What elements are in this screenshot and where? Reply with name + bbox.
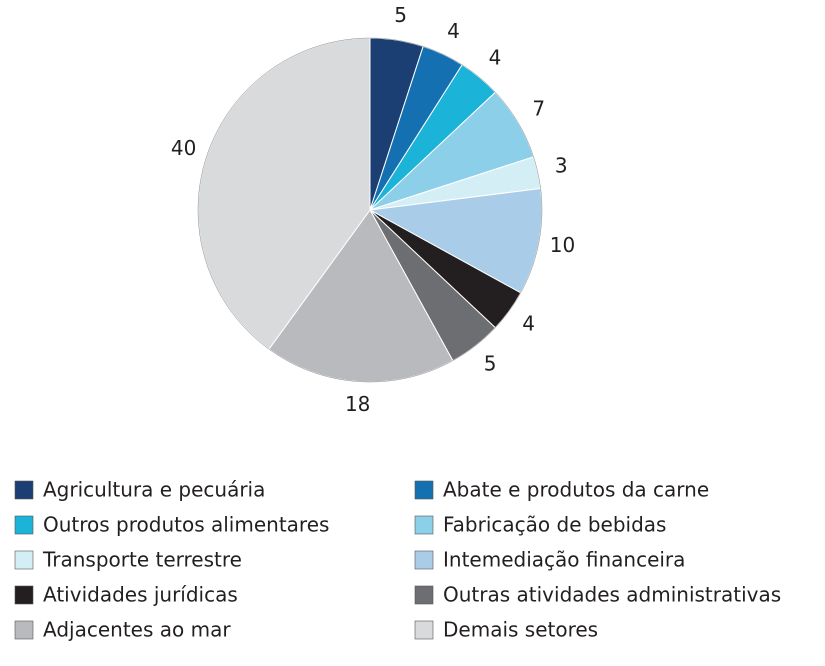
data-label: 3	[555, 154, 568, 178]
legend-swatch	[14, 620, 34, 640]
legend-swatch	[14, 585, 34, 605]
data-label: 18	[345, 392, 370, 416]
legend-label: Fabricação de bebidas	[443, 513, 666, 537]
data-label: 10	[550, 233, 575, 257]
legend-label: Intemediação financeira	[443, 548, 685, 572]
legend-swatch	[14, 515, 34, 535]
legend-label: Outros produtos alimentares	[43, 513, 329, 537]
legend-label: Outras atividades administrativas	[443, 583, 781, 607]
legend-swatch	[414, 620, 434, 640]
data-label: 4	[447, 19, 460, 43]
legend-swatch	[14, 550, 34, 570]
data-label: 5	[484, 351, 497, 375]
data-label: 4	[489, 45, 502, 69]
legend-swatch	[414, 515, 434, 535]
data-label: 4	[522, 312, 535, 336]
data-label: 40	[171, 136, 196, 160]
legend-swatch	[14, 480, 34, 500]
legend-label: Transporte terrestre	[42, 548, 242, 572]
legend-label: Demais setores	[443, 618, 598, 642]
legend-label: Adjacentes ao mar	[43, 618, 231, 642]
legend-swatch	[414, 550, 434, 570]
legend-label: Atividades jurídicas	[43, 583, 238, 607]
legend-swatch	[414, 585, 434, 605]
data-label: 5	[394, 3, 407, 27]
legend-label: Agricultura e pecuária	[43, 478, 265, 502]
pie-outline	[197, 37, 543, 383]
legend-swatch	[414, 480, 434, 500]
legend-label: Abate e produtos da carne	[443, 478, 709, 502]
data-label: 7	[532, 97, 545, 121]
